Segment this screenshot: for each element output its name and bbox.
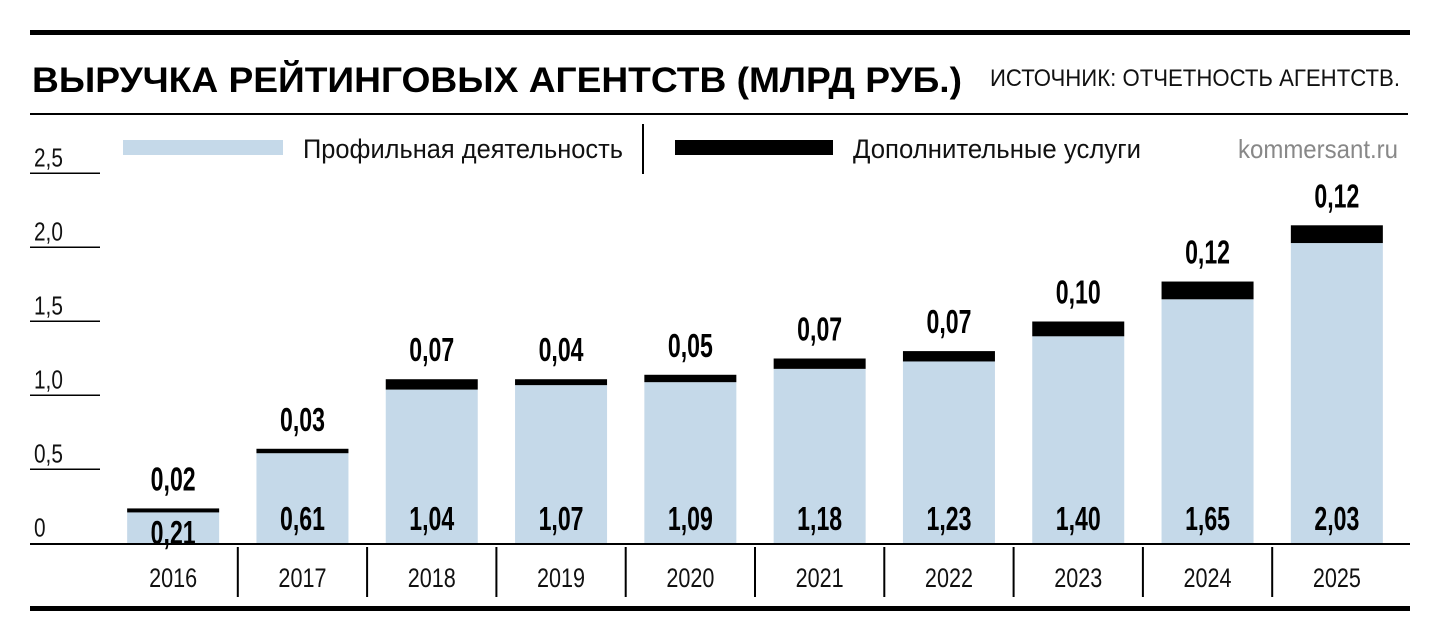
bar-group-2021: 0,07 1,18 xyxy=(773,312,866,544)
label-additional-2018: 0,07 xyxy=(409,332,454,369)
bar-additional-2016 xyxy=(127,508,220,513)
bar-additional-2020 xyxy=(644,374,737,383)
label-additional-2025: 0,12 xyxy=(1314,178,1359,215)
x-tick-label-2020: 2020 xyxy=(666,564,714,594)
x-tick-label-2025: 2025 xyxy=(1313,564,1361,594)
bar-group-2025: 0,12 2,03 xyxy=(1290,178,1383,544)
x-tick-label-2017: 2017 xyxy=(278,564,326,594)
x-divider xyxy=(236,547,239,597)
bar-group-2018: 0,07 1,04 xyxy=(385,332,478,544)
y-tick-line xyxy=(30,394,100,396)
y-tick-label: 1,5 xyxy=(34,291,63,320)
bar-core-2024 xyxy=(1161,299,1254,544)
x-tick-label-2022: 2022 xyxy=(925,564,973,594)
label-core-2020: 1,09 xyxy=(668,501,713,538)
x-divider xyxy=(624,547,627,597)
y-tick-label: 0,5 xyxy=(34,439,63,468)
legend: Профильная деятельность Дополнительные у… xyxy=(123,124,1141,174)
x-tick-label-2024: 2024 xyxy=(1184,564,1232,594)
x-tick-label-2016: 2016 xyxy=(149,564,197,594)
chart-source: ИСТОЧНИК: ОТЧЕТНОСТЬ АГЕНТСТВ. xyxy=(990,65,1400,92)
legend-divider xyxy=(642,124,644,174)
y-tick-label: 2,0 xyxy=(34,217,63,246)
x-divider xyxy=(495,547,498,597)
bar-group-2019: 0,04 1,07 xyxy=(515,332,608,544)
bar-group-2022: 0,07 1,23 xyxy=(902,304,995,544)
x-tick-label-2019: 2019 xyxy=(537,564,585,594)
bar-core-2023 xyxy=(1032,336,1125,544)
bar-additional-2025 xyxy=(1290,225,1383,244)
bar-additional-2017 xyxy=(256,448,349,454)
bar-core-2022 xyxy=(902,361,995,544)
legend-label-additional: Дополнительные услуги xyxy=(853,134,1141,164)
x-divider xyxy=(1141,547,1144,597)
label-additional-2022: 0,07 xyxy=(926,304,971,341)
bar-core-2025 xyxy=(1290,243,1383,544)
top-rule xyxy=(30,30,1410,35)
x-divider xyxy=(366,547,369,597)
y-axis: 0 0,5 1,0 1,5 2,0 2,5 xyxy=(30,143,100,542)
title-divider xyxy=(30,113,1408,115)
bar-group-2016: 0,02 0,21 xyxy=(127,461,220,552)
label-additional-2020: 0,05 xyxy=(668,328,713,365)
label-core-2017: 0,61 xyxy=(280,501,325,538)
bar-core-2016 xyxy=(127,512,220,544)
y-tick-line xyxy=(30,246,100,248)
y-tick-line xyxy=(30,320,100,322)
x-divider xyxy=(883,547,886,597)
x-divider xyxy=(1271,547,1274,597)
label-additional-2017: 0,03 xyxy=(280,402,325,439)
y-tick-label: 1,0 xyxy=(34,365,63,394)
y-tick-label: 0 xyxy=(34,513,46,542)
legend-swatch-additional xyxy=(675,140,833,155)
x-axis: 2016 2017 2018 2019 2020 2021 2022 2023 2024 2025 xyxy=(149,547,1361,597)
x-tick-label-2021: 2021 xyxy=(796,564,844,594)
x-divider xyxy=(754,547,756,597)
label-additional-2021: 0,07 xyxy=(797,312,842,349)
bar-core-2018 xyxy=(385,389,478,544)
label-additional-2023: 0,10 xyxy=(1056,275,1101,312)
credit-text: kommersant.ru xyxy=(1238,134,1398,164)
x-axis-baseline xyxy=(30,543,1410,545)
bar-core-2019 xyxy=(515,385,608,544)
bar-additional-2018 xyxy=(385,379,478,390)
bar-additional-2021 xyxy=(773,358,866,369)
bar-group-2017: 0,03 0,61 xyxy=(256,402,349,544)
y-tick-label: 2,5 xyxy=(34,143,63,172)
bar-additional-2023 xyxy=(1032,321,1125,337)
label-core-2018: 1,04 xyxy=(409,501,454,538)
label-core-2025: 2,03 xyxy=(1314,501,1359,538)
y-tick-line xyxy=(30,468,100,470)
label-core-2022: 1,23 xyxy=(926,501,971,538)
bar-additional-2024 xyxy=(1161,281,1254,300)
label-additional-2016: 0,02 xyxy=(151,461,196,498)
label-core-2023: 1,40 xyxy=(1056,501,1101,538)
x-tick-label-2018: 2018 xyxy=(408,564,456,594)
x-tick-label-2023: 2023 xyxy=(1054,564,1102,594)
label-core-2021: 1,18 xyxy=(797,501,842,538)
label-core-2019: 1,07 xyxy=(539,501,584,538)
bar-group-2024: 0,12 1,65 xyxy=(1161,235,1254,544)
label-core-2016: 0,21 xyxy=(151,515,196,552)
bar-group-2023: 0,10 1,40 xyxy=(1032,275,1125,544)
legend-swatch-core xyxy=(123,140,283,155)
label-core-2024: 1,65 xyxy=(1185,501,1230,538)
bar-core-2017 xyxy=(256,453,349,544)
bar-group-2020: 0,05 1,09 xyxy=(644,328,737,544)
bar-core-2021 xyxy=(773,368,866,544)
label-additional-2024: 0,12 xyxy=(1185,235,1230,272)
bar-additional-2022 xyxy=(902,351,995,362)
bar-additional-2019 xyxy=(515,379,608,386)
chart-title: ВЫРУЧКА РЕЙТИНГОВЫХ АГЕНТСТВ (МЛРД РУБ.) xyxy=(32,60,962,100)
bar-core-2020 xyxy=(644,382,737,544)
x-divider xyxy=(1012,547,1015,597)
label-additional-2019: 0,04 xyxy=(539,332,584,369)
y-tick-line xyxy=(30,172,100,174)
bottom-rule xyxy=(30,606,1410,611)
legend-label-core: Профильная деятельность xyxy=(303,134,623,164)
bars: 0,02 0,21 0,03 0,61 0,07 1,04 0,04 1,07 0,05 1,09… xyxy=(127,178,1383,552)
